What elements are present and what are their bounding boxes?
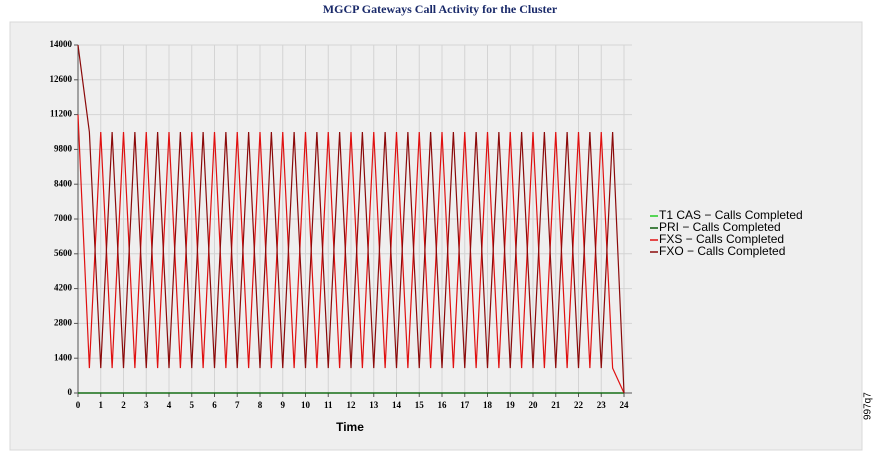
y-tick-label: 8400 [54, 178, 73, 188]
y-tick-label: 9800 [54, 143, 73, 153]
y-tick-label: 4200 [54, 283, 73, 293]
series-line [77, 44, 625, 394]
y-tick-label: 5600 [54, 248, 73, 258]
legend-label: T1 CAS − Calls Completed [659, 208, 803, 222]
x-tick-label: 14 [392, 400, 402, 410]
x-tick-label: 10 [301, 400, 311, 410]
y-tick-label: 7000 [54, 213, 73, 223]
x-tick-label: 23 [597, 400, 607, 410]
x-tick-label: 12 [347, 400, 357, 410]
y-tick-label: 12600 [50, 74, 73, 84]
x-tick-label: 0 [76, 400, 81, 410]
x-tick-label: 11 [324, 400, 333, 410]
x-axis-label: Time [336, 420, 364, 434]
x-tick-label: 9 [281, 400, 286, 410]
y-tick-label: 1400 [54, 352, 73, 362]
x-tick-label: 20 [529, 400, 539, 410]
y-tick-label: 11200 [50, 109, 73, 119]
legend-label: PRI − Calls Completed [659, 220, 781, 234]
x-tick-label: 6 [212, 400, 217, 410]
x-tick-label: 21 [551, 400, 561, 410]
x-tick-label: 3 [144, 400, 149, 410]
x-tick-label: 2 [121, 400, 126, 410]
x-tick-label: 1 [99, 400, 104, 410]
x-tick-label: 16 [438, 400, 448, 410]
x-tick-label: 24 [620, 400, 630, 410]
x-tick-label: 18 [483, 400, 493, 410]
x-tick-label: 22 [574, 400, 584, 410]
x-tick-label: 13 [369, 400, 379, 410]
series-line [77, 114, 625, 394]
x-tick-label: 4 [167, 400, 172, 410]
legend-label: FXS − Calls Completed [659, 232, 784, 246]
x-tick-label: 17 [460, 400, 470, 410]
y-tick-label: 14000 [50, 39, 73, 49]
y-tick-label: 2800 [54, 317, 73, 327]
figure-id: 997q7 [863, 392, 874, 420]
y-tick-label: 0 [68, 387, 73, 397]
x-tick-label: 8 [258, 400, 263, 410]
legend-label: FXO − Calls Completed [659, 244, 785, 258]
x-tick-label: 7 [235, 400, 240, 410]
x-tick-label: 15 [415, 400, 425, 410]
chart-title: MGCP Gateways Call Activity for the Clus… [323, 2, 558, 16]
x-tick-label: 19 [506, 400, 516, 410]
x-tick-label: 5 [190, 400, 195, 410]
